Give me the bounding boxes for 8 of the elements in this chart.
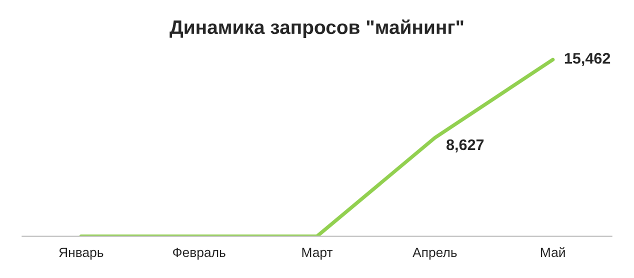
data-label: 15,462 <box>564 52 610 66</box>
x-tick-label: Апрель <box>412 248 457 260</box>
chart-title: Динамика запросов "майнинг" <box>170 19 464 38</box>
x-tick-label: Январь <box>59 248 104 260</box>
data-label: 8,627 <box>446 139 484 152</box>
x-tick-label: Март <box>302 248 333 260</box>
x-tick-label: Февраль <box>173 248 226 260</box>
x-tick-label: Май <box>541 247 565 258</box>
